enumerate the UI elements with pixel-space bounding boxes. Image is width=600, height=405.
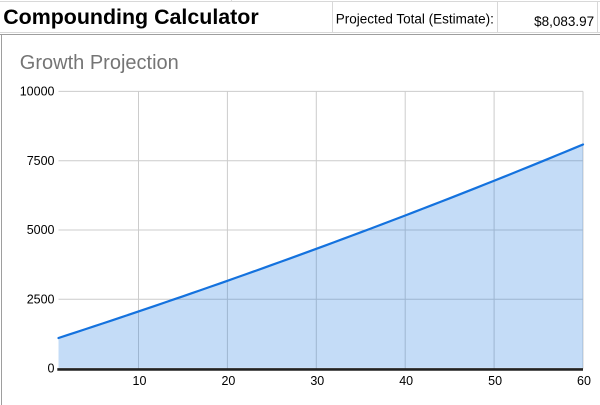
svg-text:0: 0: [48, 362, 55, 376]
svg-text:Growth Projection: Growth Projection: [20, 52, 179, 74]
svg-text:30: 30: [310, 374, 324, 388]
svg-text:40: 40: [399, 374, 413, 388]
svg-text:60: 60: [577, 374, 591, 388]
svg-text:$8,083.97: $8,083.97: [534, 14, 594, 29]
svg-text:7500: 7500: [27, 154, 55, 168]
svg-text:10000: 10000: [20, 85, 55, 99]
svg-text:Compounding Calculator: Compounding Calculator: [3, 5, 259, 29]
svg-text:5000: 5000: [27, 223, 55, 237]
svg-text:20: 20: [221, 374, 235, 388]
svg-text:Projected Total (Estimate):: Projected Total (Estimate):: [336, 12, 494, 27]
svg-text:50: 50: [488, 374, 502, 388]
svg-text:2500: 2500: [27, 292, 55, 306]
svg-text:10: 10: [133, 374, 147, 388]
